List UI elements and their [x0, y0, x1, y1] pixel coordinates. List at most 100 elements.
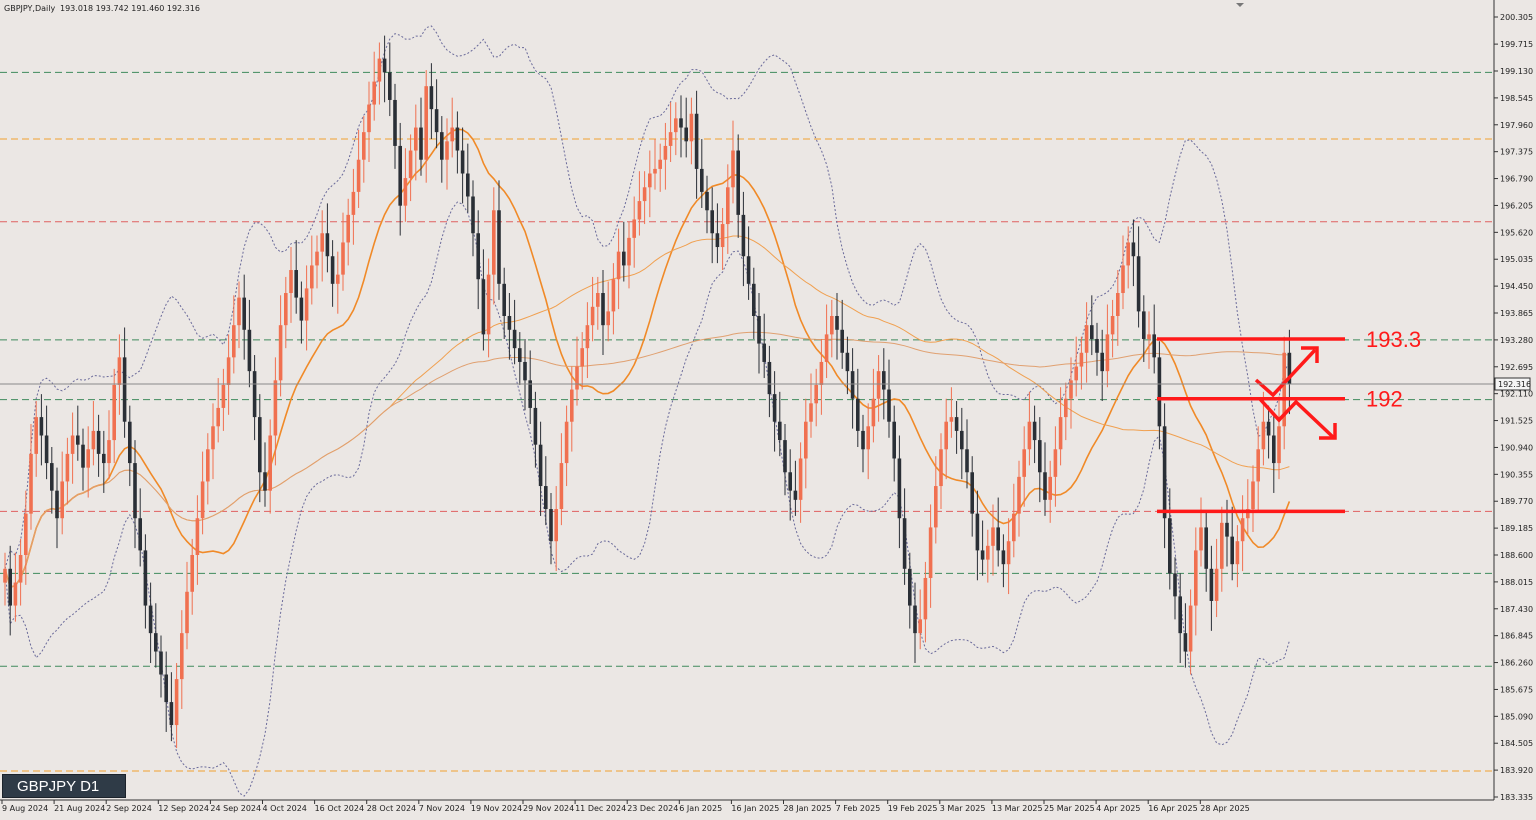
- candle-body: [450, 127, 454, 142]
- candle-body: [902, 518, 907, 569]
- candle-body: [715, 233, 720, 248]
- bearish-scenario-arrow: [1257, 396, 1335, 439]
- bollinger-lower-line: [4, 201, 1290, 797]
- candle-body: [393, 99, 397, 146]
- candle-body: [18, 555, 23, 583]
- candle-body: [502, 283, 506, 316]
- candle-body: [871, 398, 876, 427]
- candle-body: [700, 168, 704, 192]
- candle-body: [892, 421, 896, 459]
- candle-body: [840, 329, 844, 353]
- candle-body: [986, 545, 990, 560]
- candle-body: [954, 417, 959, 431]
- candle-body: [512, 329, 517, 349]
- candle-body: [684, 127, 688, 142]
- candle-body: [81, 444, 85, 468]
- symbol-timeframe-badge: GBPJPY D1: [2, 774, 126, 798]
- candle-body: [1142, 311, 1146, 339]
- candle-body: [55, 490, 59, 519]
- candle-body: [882, 371, 886, 390]
- level-annotation-label: 193.3: [1366, 327, 1421, 352]
- candle-body: [757, 315, 761, 344]
- candle-body: [970, 472, 974, 514]
- candle-body: [1126, 242, 1130, 266]
- time-tick-label: 2 Sep 2024: [106, 804, 152, 813]
- price-tick-label: 185.090: [1500, 712, 1533, 721]
- bollinger-bands: [4, 25, 1290, 797]
- price-tick-label: 191.525: [1500, 417, 1533, 426]
- price-tick-label: 187.430: [1500, 605, 1533, 614]
- price-tick-label: 194.450: [1500, 282, 1533, 291]
- candle-body: [585, 325, 590, 349]
- candle-body: [3, 568, 7, 583]
- candle-body: [1105, 334, 1110, 372]
- candle-body: [284, 293, 288, 326]
- candle-body: [299, 297, 304, 321]
- candle-body: [720, 224, 725, 248]
- time-tick-label: 28 Apr 2025: [1200, 804, 1249, 813]
- candle-body: [336, 274, 340, 284]
- candle-body: [1043, 472, 1047, 500]
- candle-body: [736, 150, 740, 215]
- candle-body: [1225, 522, 1229, 537]
- candle-body: [596, 293, 600, 307]
- candle-body: [206, 449, 210, 482]
- price-tick-label: 190.355: [1500, 470, 1533, 479]
- candle-body: [939, 449, 943, 487]
- candle-body: [1188, 605, 1193, 652]
- candle-body: [24, 513, 28, 556]
- candle-body: [653, 168, 657, 174]
- candle-body: [164, 674, 168, 703]
- price-tick-label: 197.960: [1500, 121, 1533, 130]
- candle-body: [76, 435, 80, 445]
- candle-body: [934, 486, 938, 528]
- candle-body: [294, 270, 298, 298]
- candle-body: [143, 550, 148, 606]
- candle-body: [616, 251, 621, 280]
- current-price-value: 192.316: [1498, 380, 1531, 389]
- candle-body: [65, 453, 70, 482]
- price-tick-label: 199.715: [1500, 40, 1533, 49]
- candle-body: [466, 173, 470, 197]
- candle-body: [1100, 352, 1104, 372]
- candle-body: [528, 380, 532, 408]
- candle-body: [180, 633, 184, 680]
- candle-body: [460, 150, 465, 174]
- candle-body: [1240, 518, 1245, 542]
- candle-body: [128, 421, 132, 464]
- shift-marker-icon: [1236, 3, 1244, 7]
- candle-body: [804, 421, 808, 459]
- candle-body: [325, 233, 330, 257]
- candle-body: [8, 568, 12, 606]
- candle-body: [1147, 334, 1151, 339]
- candle-body: [1058, 417, 1063, 450]
- candle-body: [1001, 550, 1006, 565]
- candle-body: [1261, 421, 1266, 450]
- level-annotation-label: 192: [1366, 387, 1403, 412]
- price-axis: 200.305 199.715 199.130 198.545 197.960 197.3…: [1494, 13, 1533, 802]
- candle-body: [195, 518, 200, 556]
- candle-body: [549, 509, 553, 542]
- candle-body: [866, 426, 870, 450]
- candle-body: [169, 702, 174, 726]
- candle-body: [60, 481, 64, 519]
- candle-body: [507, 315, 512, 330]
- candle-body: [86, 449, 90, 468]
- candle-body: [544, 486, 548, 510]
- price-tick-label: 189.770: [1500, 497, 1533, 506]
- candle-body: [492, 210, 496, 275]
- candle-body: [50, 463, 54, 491]
- candle-body: [1095, 338, 1099, 353]
- candle-body: [928, 527, 933, 578]
- current-price-tag: [1494, 377, 1531, 391]
- candle-body: [590, 306, 595, 326]
- candle-body: [923, 577, 928, 620]
- price-tick-label: 196.790: [1500, 175, 1533, 184]
- candle-body: [190, 555, 194, 592]
- bullish-scenario-arrow: [1254, 348, 1317, 398]
- time-tick-label: 28 Jan 2025: [784, 804, 832, 813]
- price-tick-label: 198.545: [1500, 94, 1533, 103]
- time-tick-label: 16 Jan 2025: [731, 804, 779, 813]
- candle-body: [44, 435, 49, 464]
